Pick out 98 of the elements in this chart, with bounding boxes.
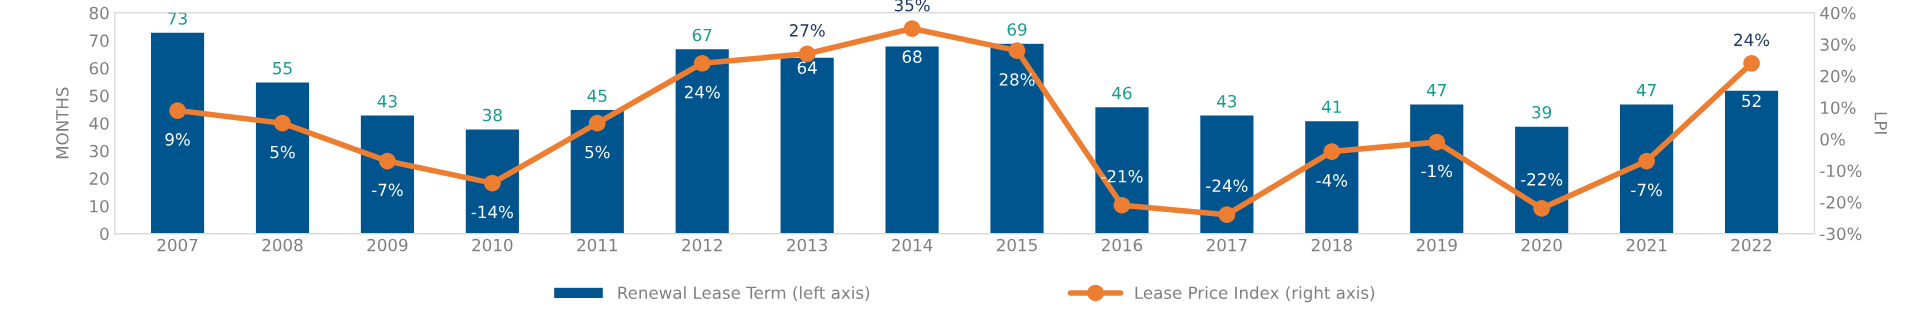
x-tick-label: 2018: [1311, 238, 1352, 252]
point: [1533, 200, 1551, 217]
data-label: -7%: [1631, 183, 1662, 197]
point: [379, 152, 396, 170]
bar: [1723, 89, 1780, 234]
y-tick-label: 60: [89, 61, 109, 75]
bar: [149, 31, 206, 234]
data-label: 43: [1217, 94, 1237, 108]
point: [1323, 143, 1341, 160]
bar: [674, 47, 731, 234]
data-label: 41: [1322, 100, 1341, 113]
x-tick-label: 2015: [997, 238, 1037, 252]
bar: [359, 114, 416, 234]
y2-tick-label: 20%: [1820, 69, 1856, 83]
data-label: 69: [1007, 23, 1027, 36]
bar: [1303, 119, 1360, 234]
y-tick-label: 20: [89, 172, 109, 185]
data-label: 46: [1112, 86, 1132, 100]
data-label: 68: [902, 50, 922, 63]
bar: [1093, 105, 1150, 234]
x-tick-label: 2010: [472, 238, 513, 252]
data-label: 39: [1532, 105, 1552, 119]
data-label: -4%: [1316, 174, 1348, 187]
data-label: -7%: [372, 183, 403, 197]
y2-tick-label: 0%: [1820, 132, 1845, 146]
y-axis-title: MONTHS: [56, 87, 69, 159]
point: [1218, 206, 1236, 224]
legend-label: Lease Price Index (right axis): [1135, 286, 1375, 303]
x-tick-label: 2007: [157, 238, 198, 252]
x-tick-label: 2020: [1521, 238, 1562, 252]
x-tick-label: 2017: [1206, 238, 1247, 252]
data-label: 64: [797, 61, 817, 74]
x-tick-label: 2008: [262, 238, 303, 252]
y2-tick-label: -10%: [1820, 164, 1862, 178]
point: [169, 102, 186, 119]
point: [588, 114, 606, 132]
point: [1008, 42, 1026, 59]
bar: [464, 128, 521, 234]
x-tick-label: 2022: [1731, 238, 1772, 252]
point: [1428, 133, 1446, 151]
data-label: 5%: [270, 145, 295, 159]
data-label: 28%: [999, 73, 1035, 86]
y2-tick-label: -20%: [1820, 196, 1862, 209]
bar: [884, 45, 941, 234]
y2-tick-label: 30%: [1820, 38, 1856, 51]
y-tick-label: 40: [89, 117, 109, 130]
legend-label: Renewal Lease Term (left axis): [618, 286, 870, 301]
x-tick-label: 2011: [577, 238, 617, 252]
x-tick-label: 2012: [682, 238, 722, 252]
data-label: 5%: [585, 145, 610, 159]
data-label: -22%: [1520, 173, 1563, 186]
bar: [1408, 103, 1465, 234]
data-label: 43: [377, 94, 397, 108]
bar: [254, 81, 311, 234]
data-label: 27%: [789, 24, 825, 37]
bar: [1618, 103, 1675, 234]
y2-axis-title: LPI: [1874, 112, 1887, 134]
data-label: 47: [1636, 84, 1656, 97]
data-label: 38: [483, 108, 502, 122]
point: [1743, 54, 1760, 72]
data-label: 55: [273, 62, 292, 75]
bar: [1198, 114, 1255, 234]
data-label: 47: [1426, 84, 1446, 97]
point: [693, 54, 711, 72]
data-label: -24%: [1206, 179, 1248, 192]
y2-tick-label: 10%: [1821, 101, 1856, 114]
point: [1113, 196, 1131, 214]
data-label: 52: [1742, 94, 1761, 108]
x-tick-label: 2013: [787, 238, 828, 252]
y-tick-label: 30: [89, 144, 109, 158]
point: [274, 114, 291, 132]
y-tick-label: 0: [100, 227, 109, 241]
y-tick-label: 10: [90, 199, 109, 213]
data-label: 9%: [165, 133, 190, 146]
x-tick-label: 2016: [1101, 238, 1143, 252]
y2-tick-label: -30%: [1820, 227, 1862, 241]
bar: [569, 108, 626, 234]
y2-tick-label: 40%: [1820, 6, 1856, 20]
bar: [1513, 125, 1570, 234]
x-tick-label: 2009: [367, 238, 408, 252]
data-label: 24%: [1734, 33, 1770, 47]
data-label: -1%: [1421, 164, 1453, 178]
point: [484, 174, 501, 192]
bar: [989, 42, 1045, 234]
x-tick-label: 2021: [1626, 238, 1667, 252]
y-tick-label: 80: [89, 6, 109, 20]
data-label: 24%: [684, 85, 720, 99]
data-label: 67: [692, 28, 712, 42]
bar: [779, 56, 836, 234]
point: [903, 20, 921, 37]
x-tick-label: 2019: [1416, 238, 1457, 252]
point: [1638, 152, 1655, 170]
data-label: 73: [168, 12, 187, 25]
data-label: 45: [587, 89, 607, 103]
data-label: -14%: [471, 205, 513, 219]
y-tick-label: 50: [89, 89, 109, 103]
y-tick-label: 70: [89, 34, 109, 47]
x-tick-label: 2014: [892, 238, 933, 252]
